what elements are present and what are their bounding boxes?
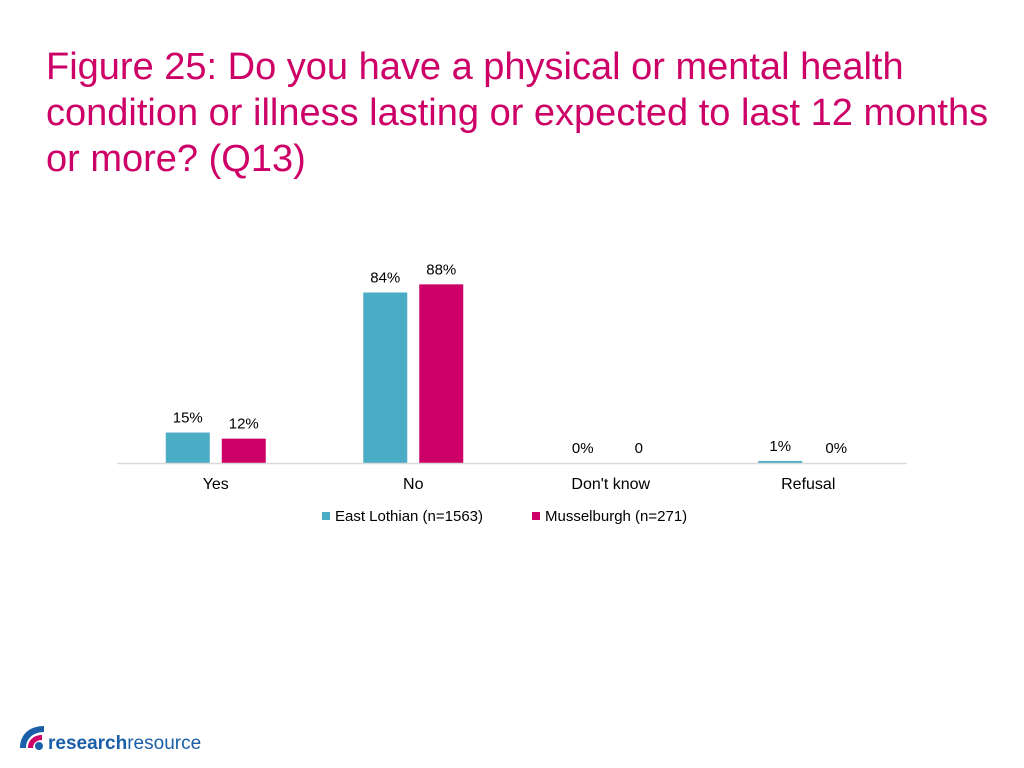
legend: East Lothian (n=1563) Musselburgh (n=271): [322, 508, 687, 525]
logo-text-bold: research: [48, 733, 127, 754]
category-label: No: [403, 476, 424, 493]
svg-text:researchresource: researchresource: [48, 733, 201, 754]
data-label: 0: [635, 440, 643, 457]
bars-group: [165, 284, 803, 463]
data-label: 15%: [173, 410, 203, 427]
legend-swatch: [322, 512, 330, 520]
research-resource-logo: researchresource: [20, 726, 201, 754]
category-labels-group: Yes No Don't know Refusal: [203, 476, 836, 493]
data-labels-group: 15% 12% 84% 88% 0% 0 1% 0%: [173, 261, 847, 457]
chart-title: Figure 25: Do you have a physical or men…: [46, 46, 989, 180]
category-label: Refusal: [781, 476, 835, 493]
data-label: 88%: [426, 261, 456, 278]
category-label: Yes: [203, 476, 229, 493]
logo-text-regular: resource: [127, 733, 201, 754]
legend-label: Musselburgh (n=271): [545, 508, 687, 525]
bar-no-series-1: [363, 292, 408, 463]
category-label: Don't know: [571, 476, 650, 493]
bar-refusal-series-1: [758, 460, 803, 463]
data-label: 84%: [370, 269, 400, 286]
legend-swatch: [532, 512, 540, 520]
data-label: 12%: [229, 416, 259, 433]
data-label: 1%: [769, 438, 791, 455]
data-label: 0%: [825, 440, 847, 457]
bar-yes-series-1: [165, 432, 210, 463]
bar-no-series-2: [419, 284, 464, 463]
research-resource-logo-icon: [20, 726, 44, 750]
bar-chart: 15% 12% 84% 88% 0% 0 1% 0% Yes No Don't know Refus…: [117, 261, 907, 525]
data-label: 0%: [572, 440, 594, 457]
legend-label: East Lothian (n=1563): [335, 508, 483, 525]
bar-yes-series-2: [221, 438, 266, 463]
